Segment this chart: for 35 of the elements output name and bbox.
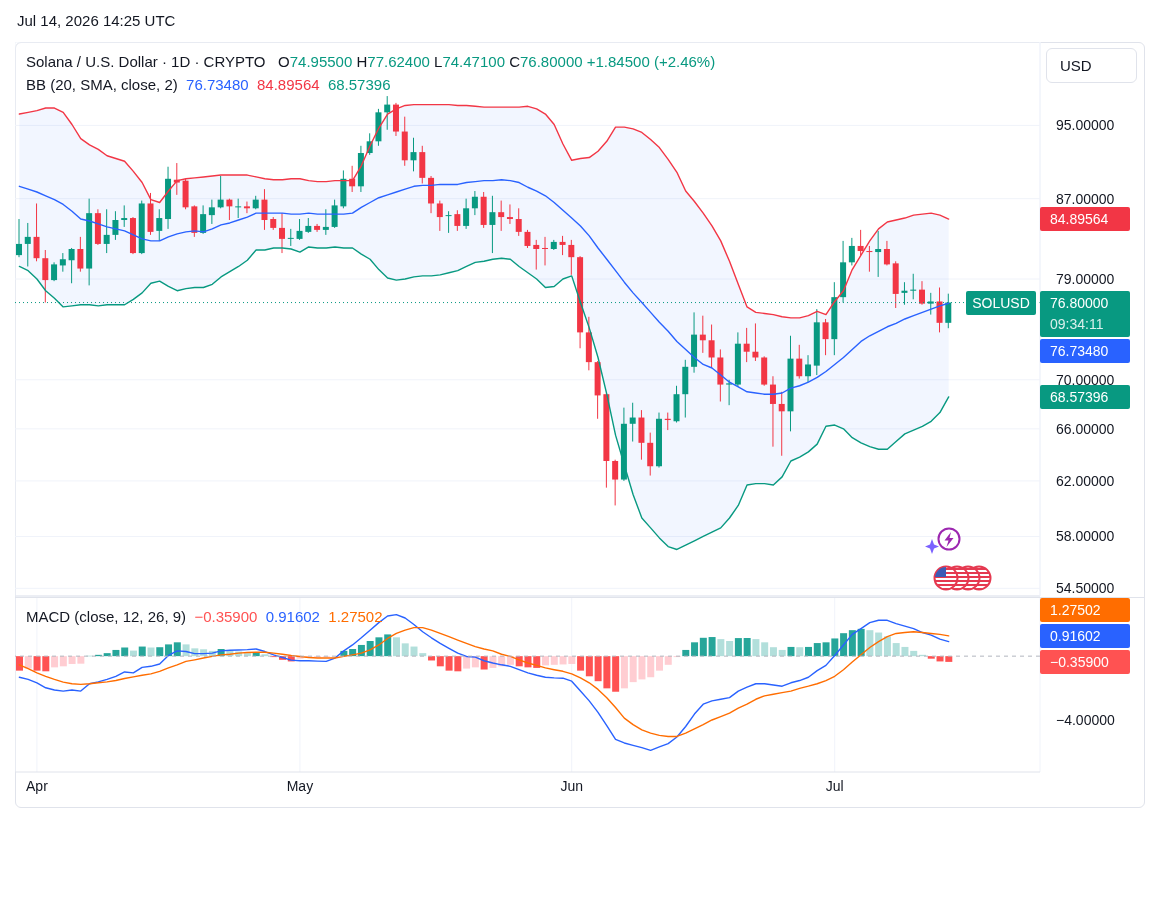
annotation: 76.73480: [186, 76, 249, 93]
value-tag: 76.80000 09:34:11: [1040, 290, 1130, 337]
annotation: 68.57396: [327, 76, 391, 93]
value-tag: −0.35900: [1040, 649, 1130, 674]
y-tick-label: 62.00000: [1056, 472, 1115, 489]
x-tick-label: Jul: [825, 777, 844, 794]
y-tick-label: 66.00000: [1056, 420, 1115, 437]
value-tag: 0.91602: [1040, 623, 1130, 648]
y-tick-label: 54.50000: [1056, 580, 1115, 597]
y-tick-label: 58.00000: [1056, 528, 1115, 545]
annotation: −0.35900: [194, 608, 258, 625]
y-tick-label: 95.00000: [1056, 117, 1115, 134]
annotation: 1.27502: [328, 608, 383, 625]
symbol-tag: SOLUSD: [966, 290, 1036, 315]
x-tick-label: May: [286, 777, 314, 794]
value-tag: 84.89564: [1040, 207, 1130, 232]
y-tick-label: 79.00000: [1056, 271, 1115, 287]
text: −4.00000: [1056, 711, 1115, 728]
text: Solana / U.S. Dollar · 1D · CRYPTO: [26, 53, 266, 70]
x-tick-label: Jun: [560, 777, 583, 794]
value-tag: 1.27502: [1040, 597, 1130, 622]
value-tag: 68.57396: [1040, 384, 1130, 409]
x-tick-label: Apr: [26, 777, 49, 794]
annotation: SOLUSD: [972, 294, 1030, 311]
legend-title: BB (20, SMA, close, 2): [26, 76, 178, 93]
text: Jul 14, 2026 14:25 UTC: [17, 12, 176, 29]
annotation: 84.89564: [257, 76, 320, 93]
annotation: 0.91602: [265, 608, 320, 625]
y-axis-title: USD: [1060, 57, 1092, 74]
ref-line-label: 76.80000: [1050, 294, 1109, 311]
text: O74.95500 H77.62400 L74.47100 C76.80000 +1.84500 (+2.46%): [278, 53, 716, 70]
chart-title: MACD (close, 12, 26, 9): [26, 608, 187, 625]
value-tag: 76.73480: [1040, 338, 1130, 363]
y-tick-label: 87.00000: [1056, 190, 1115, 207]
unit-box: USD: [1046, 48, 1137, 83]
